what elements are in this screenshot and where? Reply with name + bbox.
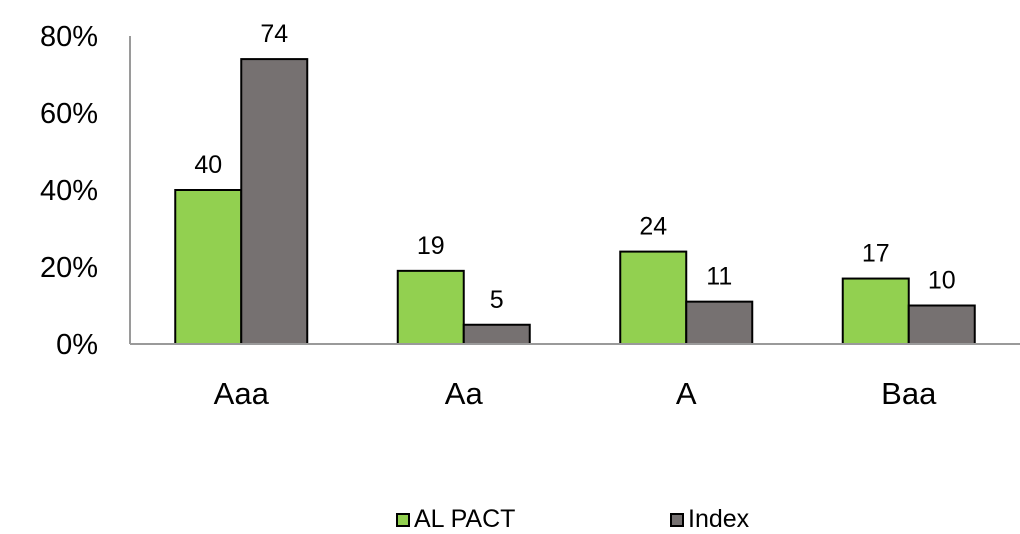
- data-label: 74: [260, 20, 288, 48]
- data-labels: 40 74 19 5 24 11 17 10: [194, 20, 955, 314]
- bar-al-pact-baa: [841, 277, 910, 345]
- legend-label-index: Index: [688, 505, 750, 533]
- bar-al-pact-a: [619, 250, 688, 346]
- data-label: 40: [194, 151, 222, 179]
- y-tick-label: 60%: [40, 98, 98, 130]
- data-label: 17: [862, 240, 890, 268]
- data-label: 24: [639, 213, 667, 241]
- category-label: A: [676, 376, 697, 411]
- y-tick-label: 80%: [40, 21, 98, 53]
- category-labels: Aaa Aa A Baa: [214, 376, 937, 411]
- bar-al-pact-aa: [396, 269, 465, 346]
- y-tick-label: 0%: [56, 329, 98, 361]
- legend-item-al-pact: AL PACT: [396, 505, 515, 534]
- y-axis-ticks: 0% 20% 40% 60% 80%: [40, 21, 98, 361]
- bar-index-baa: [907, 304, 976, 345]
- legend-item-index: Index: [670, 505, 749, 534]
- y-tick-label: 20%: [40, 252, 98, 284]
- legend-swatch-al-pact: [396, 512, 410, 527]
- bars: [174, 58, 976, 346]
- category-label: Aa: [445, 376, 484, 411]
- legend-swatch-index: [670, 512, 684, 527]
- data-label: 5: [490, 286, 504, 314]
- bar-al-pact-aaa: [174, 189, 243, 345]
- category-label: Aaa: [214, 376, 270, 411]
- y-tick-label: 40%: [40, 175, 98, 207]
- data-label: 19: [417, 232, 445, 260]
- bar-index-aa: [462, 323, 531, 345]
- legend: AL PACT Index: [0, 505, 1020, 534]
- bar-chart: 0% 20% 40% 60% 80% 40 74 19 5 24 11 17 10 Aaa Aa A Baa: [40, 20, 1020, 411]
- legend-label-al-pact: AL PACT: [414, 505, 516, 533]
- bar-index-a: [685, 300, 754, 345]
- data-label: 10: [928, 267, 956, 295]
- category-label: Baa: [881, 376, 937, 411]
- data-label: 11: [706, 263, 732, 291]
- bar-index-aaa: [240, 58, 309, 345]
